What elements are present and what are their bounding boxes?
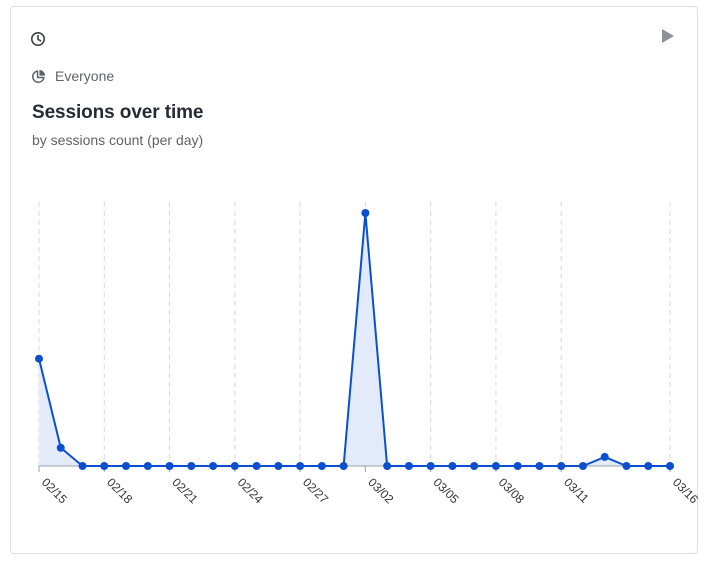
x-tick-label: 02/21 xyxy=(169,475,200,506)
data-point xyxy=(122,462,131,470)
data-point xyxy=(143,462,152,470)
x-tick-label: 02/27 xyxy=(300,475,331,506)
data-point xyxy=(100,462,109,470)
x-tick-label: 02/15 xyxy=(39,475,70,506)
data-point xyxy=(339,462,348,470)
play-icon[interactable] xyxy=(660,28,676,44)
data-point xyxy=(230,462,239,470)
data-point xyxy=(491,462,500,470)
data-point xyxy=(404,462,413,470)
data-point xyxy=(252,462,261,470)
x-tick-label: 03/11 xyxy=(561,475,592,506)
data-point xyxy=(187,462,196,470)
x-tick-label: 03/08 xyxy=(496,475,527,506)
data-point xyxy=(274,462,283,470)
x-tick-label: 03/02 xyxy=(365,475,396,506)
data-point xyxy=(296,462,305,470)
x-tick-label: 02/24 xyxy=(235,475,266,506)
x-tick-label: 02/18 xyxy=(104,475,135,506)
data-point xyxy=(383,462,392,470)
data-point xyxy=(56,443,65,452)
data-point xyxy=(35,354,43,363)
data-point xyxy=(513,462,522,470)
data-point xyxy=(600,452,609,461)
data-point xyxy=(78,462,87,470)
data-point xyxy=(535,462,544,470)
data-point xyxy=(448,462,457,470)
data-point xyxy=(426,462,435,470)
data-point xyxy=(317,462,326,470)
segment-label: Everyone xyxy=(55,68,115,84)
data-point xyxy=(578,462,587,470)
data-point xyxy=(361,209,370,217)
chart-subtitle: by sessions count (per day) xyxy=(32,132,204,148)
data-point xyxy=(644,462,653,470)
point-layer xyxy=(35,209,674,470)
data-point xyxy=(557,462,566,470)
data-point xyxy=(470,462,479,470)
data-point xyxy=(622,462,631,470)
clock-icon xyxy=(31,32,45,46)
x-tick-label: 03/05 xyxy=(431,475,462,506)
data-point xyxy=(209,462,218,470)
data-point xyxy=(165,462,174,470)
x-tick-label: 03/16 xyxy=(670,475,701,506)
segment-filter[interactable]: Everyone xyxy=(31,67,114,85)
label-layer: 02/15 02/18 02/21 02/24 02/27 03/02 03/05 03/08… xyxy=(39,475,701,506)
data-point xyxy=(666,462,674,470)
chart-title: Sessions over time xyxy=(32,102,204,123)
pie-chart-icon xyxy=(32,69,46,83)
